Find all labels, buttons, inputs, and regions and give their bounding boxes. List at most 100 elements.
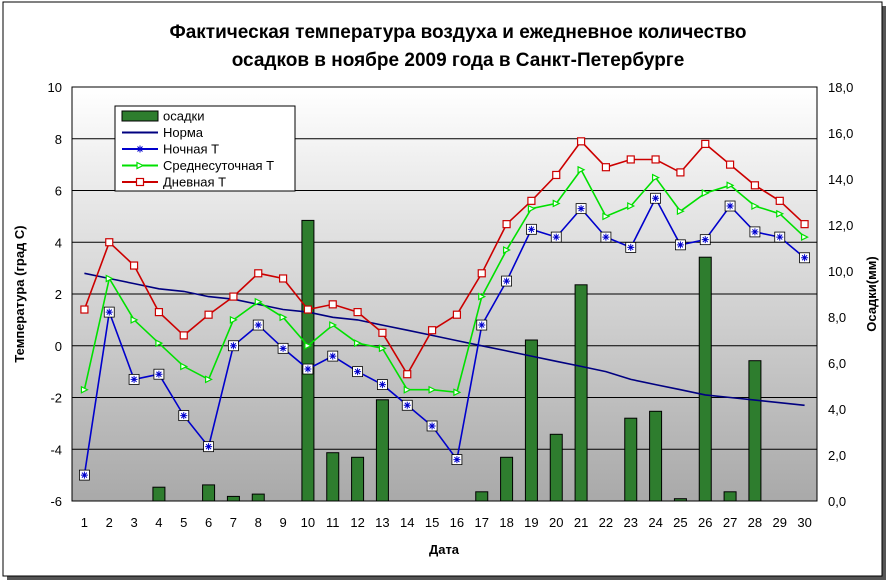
right-tick-label: 4,0	[828, 402, 846, 417]
legend-item: Ночная Т	[122, 142, 219, 157]
x-tick-label: 29	[773, 515, 787, 530]
precipitation-bars	[152, 219, 762, 502]
precipitation-bar	[301, 219, 315, 502]
night-temp-marker-star	[180, 412, 188, 420]
left-tick-label: 10	[48, 80, 62, 95]
night-temp-marker	[277, 342, 289, 354]
night-temp-marker	[625, 242, 637, 253]
series-line	[83, 168, 806, 394]
precipitation-bar	[226, 495, 240, 502]
mean-temp-marker	[155, 339, 164, 348]
right-tick-label: 12,0	[828, 218, 853, 233]
night-temp-marker	[575, 203, 587, 215]
y-axis-right-label: Осадки(мм)	[864, 256, 879, 331]
day-temp-marker	[775, 196, 784, 205]
mean-temp-marker	[776, 209, 785, 218]
x-tick-label: 30	[797, 515, 811, 530]
night-temp-marker-star	[105, 308, 113, 316]
right-tick-label: 0,0	[828, 494, 846, 509]
x-tick-label: 10	[301, 515, 315, 530]
day-temp-marker	[502, 220, 511, 229]
legend-swatch-marker	[135, 177, 145, 187]
mean-temp-marker	[701, 189, 710, 198]
chart-title-line2: осадков в ноябре 2009 года в Санкт-Петер…	[232, 50, 685, 71]
x-tick-label: 9	[279, 515, 286, 530]
legend-label: Дневная Т	[163, 175, 226, 190]
day-temp-marker	[626, 155, 635, 164]
mean-temp-marker	[329, 321, 338, 330]
legend-label: Ночная Т	[163, 142, 219, 157]
mean-temp-marker	[478, 292, 487, 301]
day-temp-marker	[353, 308, 362, 317]
night-temp-marker	[650, 192, 661, 204]
night-temp-marker	[79, 469, 90, 481]
day-temp-marker	[303, 305, 313, 314]
left-tick-label: 4	[55, 235, 62, 250]
right-tick-label: 14,0	[828, 172, 853, 187]
night-temp-marker	[128, 373, 140, 385]
legend-label: Норма	[163, 125, 204, 140]
x-axis-ticks: 1 2 3 4 5 6 7 8 9 10 11 12 13 14 15 16 17 18 19 20 21 22 23 24 2…	[81, 515, 812, 530]
night-temp-marker-star	[254, 321, 262, 329]
mean-temp-marker	[279, 313, 288, 322]
legend-label: Среднесуточная Т	[163, 158, 274, 173]
day-temp-marker	[403, 370, 412, 379]
night-temp-marker	[401, 399, 413, 411]
night-temp-marker	[451, 454, 463, 466]
precipitation-bar	[202, 484, 216, 502]
right-tick-label: 2,0	[828, 448, 846, 463]
mean-temp-marker	[254, 297, 263, 306]
day-temp-marker	[427, 326, 437, 335]
day-temp-marker	[552, 170, 561, 180]
mean-temp-marker	[229, 315, 238, 324]
night-temp-marker-star	[378, 381, 386, 389]
precipitation-bar	[500, 456, 514, 502]
night-temp-marker	[600, 231, 612, 243]
x-tick-label: 8	[255, 515, 262, 530]
day-temp-marker	[477, 269, 486, 278]
day-temp-marker	[129, 261, 139, 270]
legend-item: Норма	[122, 125, 204, 140]
x-tick-label: 13	[375, 515, 389, 530]
mean-temp-marker	[627, 202, 636, 210]
x-tick-label: 25	[673, 515, 687, 530]
day-temp-marker	[601, 163, 611, 172]
x-tick-label: 3	[130, 515, 137, 530]
mean-temp-marker	[80, 385, 89, 394]
x-tick-label: 14	[400, 515, 414, 530]
night-temp-marker	[302, 363, 314, 375]
legend-item: Дневная Т	[122, 175, 226, 190]
mean-temp-marker	[527, 204, 536, 213]
day-temp-marker	[105, 238, 114, 247]
night-temp-marker	[749, 226, 761, 238]
day-temp-marker	[278, 274, 288, 283]
precipitation-bar	[549, 433, 563, 502]
legend-item: осадки	[121, 109, 205, 124]
mean-temp-marker	[403, 385, 412, 394]
night-temp-marker-star	[304, 365, 312, 373]
day-temp-marker	[576, 137, 586, 146]
night-temp-marker-star	[726, 202, 734, 210]
precipitation-bar	[524, 339, 538, 502]
mean-temp-marker	[304, 341, 313, 350]
night-temp-marker-star	[552, 233, 560, 241]
day-temp-marker	[725, 160, 735, 169]
night-temp-marker-star	[130, 375, 138, 383]
mean-temp-marker	[751, 202, 760, 210]
night-temp-marker	[550, 231, 562, 243]
night-temp-marker-star	[478, 321, 486, 329]
x-tick-label: 11	[326, 515, 340, 530]
night-temp-marker-star	[701, 236, 709, 244]
precipitation-bar	[574, 284, 588, 502]
night-temp-marker	[799, 252, 810, 264]
mean-temp-marker	[428, 385, 437, 394]
x-tick-label: 16	[450, 515, 464, 530]
x-tick-label: 17	[475, 515, 489, 530]
night-temp-marker	[724, 200, 736, 212]
mean-temp-marker	[353, 339, 362, 348]
day-temp-marker	[229, 292, 238, 301]
precipitation-bar	[649, 410, 663, 502]
precipitation-bar	[351, 456, 365, 502]
night-temp-marker-star	[676, 241, 684, 249]
